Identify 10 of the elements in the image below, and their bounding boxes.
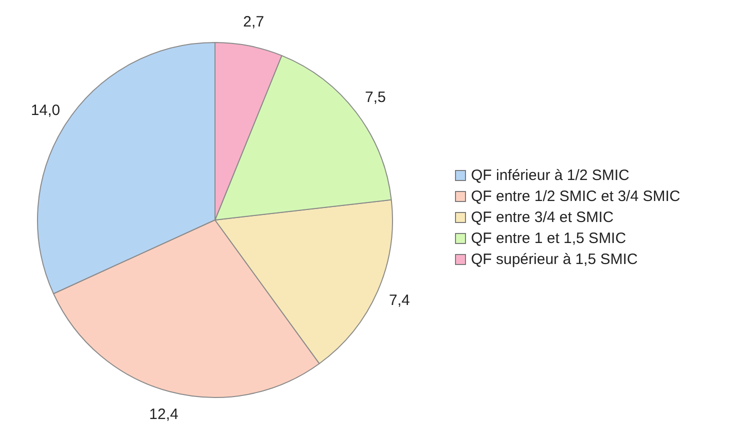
data-label: 12,4 [149,406,178,424]
data-label: 2,7 [243,13,264,30]
legend-label: QF entre 1/2 SMIC et 3/4 SMIC [470,187,682,206]
data-label: 7,5 [365,89,386,106]
legend-label: QF entre 3/4 et SMIC [470,208,615,227]
legend-label: QF inférieur à 1/2 SMIC [470,166,630,185]
legend-label: QF entre 1 et 1,5 SMIC [470,229,628,248]
data-label: 7,4 [389,292,410,310]
legend-label: QF supérieur à 1,5 SMIC [470,250,639,269]
data-label: 14,0 [30,102,60,120]
